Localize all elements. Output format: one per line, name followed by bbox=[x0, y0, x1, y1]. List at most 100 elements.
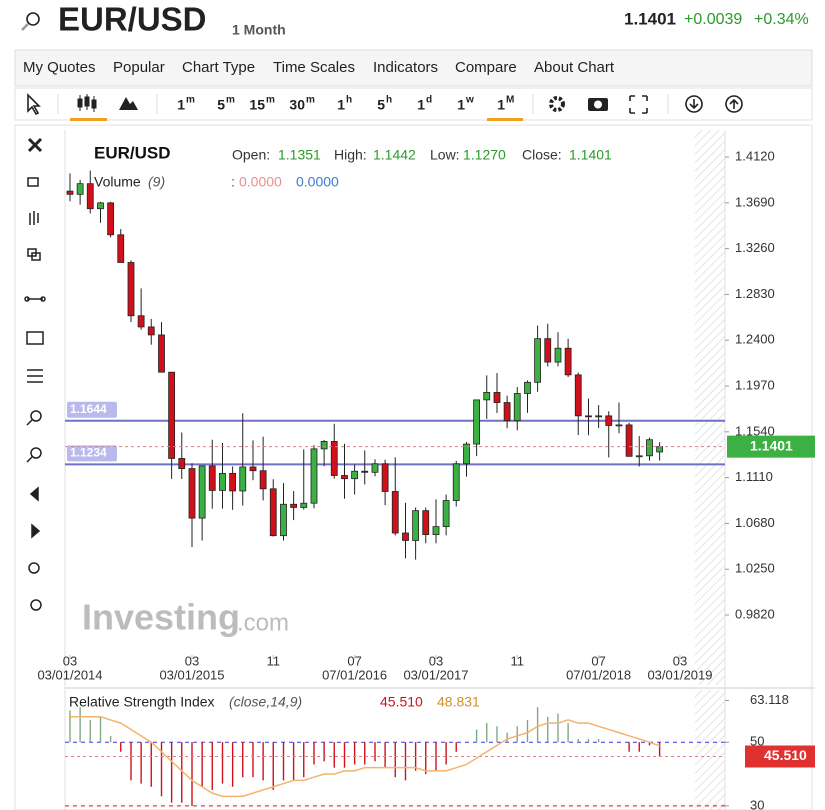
x-date-label: 03/01/2019 bbox=[647, 667, 712, 682]
menu-item[interactable]: Chart Type bbox=[182, 59, 255, 76]
y-tick-label: 0.9820 bbox=[735, 606, 775, 621]
fullscreen-icon[interactable] bbox=[629, 95, 648, 114]
timeframe-number: 5 bbox=[217, 97, 225, 113]
tool[interactable] bbox=[29, 211, 39, 225]
y-tick-label: 1.3260 bbox=[735, 240, 775, 255]
x-tick-label: 03 bbox=[429, 653, 443, 668]
toolbar-icons bbox=[27, 93, 743, 121]
tool[interactable] bbox=[28, 562, 40, 574]
tool[interactable] bbox=[27, 177, 39, 187]
menu: My Quotes Popular Chart Type Time Scales Ind… bbox=[23, 59, 615, 76]
candle-body bbox=[595, 415, 603, 418]
y-tick-label: 1.3690 bbox=[735, 194, 775, 209]
plot: 1.4120 1.3690 1.3260 1.2830 1.2400 1.1970 1.15… bbox=[37, 148, 815, 810]
candle-body bbox=[635, 455, 643, 458]
rsi-y-tick-label: 30 bbox=[750, 797, 764, 810]
candle-body bbox=[66, 190, 74, 195]
candle-body bbox=[381, 463, 389, 492]
candle-icon[interactable] bbox=[77, 94, 97, 112]
timeframe-unit: h bbox=[386, 95, 392, 106]
menu-item[interactable]: About Chart bbox=[534, 59, 615, 76]
rsi-y-tick-label: 50 bbox=[750, 734, 764, 749]
candle-body bbox=[585, 415, 592, 418]
rsi-badge-label: 45.510 bbox=[764, 747, 807, 763]
timeframe-number: 1 bbox=[337, 97, 345, 113]
last-price-badge bbox=[727, 435, 815, 458]
menu-item[interactable]: Compare bbox=[455, 59, 517, 76]
timeframe-number: 1 bbox=[177, 97, 185, 113]
download-icon[interactable] bbox=[685, 95, 703, 113]
menu-item[interactable]: My Quotes bbox=[23, 59, 96, 76]
candle-body bbox=[351, 470, 359, 480]
rsi-y-tick-label: 63.118 bbox=[750, 692, 789, 707]
legend-value: 1.1442 bbox=[373, 147, 416, 163]
candle-body bbox=[208, 465, 216, 491]
y-tick-label: 1.4120 bbox=[735, 148, 775, 163]
timeframe-button[interactable]: 15 m bbox=[249, 95, 275, 113]
area-icon[interactable] bbox=[119, 97, 138, 110]
candle-body bbox=[107, 202, 115, 236]
candle-body bbox=[534, 338, 542, 383]
search-icon[interactable] bbox=[26, 12, 40, 26]
timeframe-unit: w bbox=[465, 95, 474, 106]
menu-item[interactable]: Popular bbox=[113, 59, 165, 76]
timeframe-unit: d bbox=[426, 95, 432, 106]
future-area bbox=[695, 130, 725, 685]
y-tick-label: 1.0680 bbox=[735, 515, 775, 530]
tool[interactable] bbox=[30, 599, 42, 611]
zoom-in-tool[interactable] bbox=[30, 410, 42, 422]
legend-value: 1.1401 bbox=[569, 147, 612, 163]
menu-item[interactable]: Indicators bbox=[373, 59, 438, 76]
rsi-value: 45.510 bbox=[380, 694, 423, 710]
close-tool[interactable] bbox=[27, 137, 43, 153]
menu-item[interactable]: Time Scales bbox=[273, 59, 355, 76]
candle-body bbox=[574, 374, 582, 417]
legend-value: 1.1270 bbox=[463, 147, 506, 163]
timeframes: 1 m 5 m 15 m 30 m 1 h 5 h 1 d 1 w 1 M bbox=[177, 95, 514, 113]
menu-bar bbox=[14, 49, 813, 87]
candle-body bbox=[259, 470, 267, 490]
tool[interactable] bbox=[27, 369, 43, 383]
tool[interactable] bbox=[31, 523, 41, 539]
candle-body bbox=[432, 526, 440, 536]
timeframe-unit: m bbox=[186, 95, 195, 106]
upload-icon[interactable] bbox=[725, 95, 743, 113]
candle-body bbox=[219, 472, 226, 491]
chart-title: EUR/USD bbox=[94, 143, 171, 162]
candle-body bbox=[615, 424, 623, 427]
legend-name: High: bbox=[334, 147, 367, 163]
candle-body bbox=[97, 202, 104, 210]
candle-body bbox=[76, 183, 84, 195]
candle-body bbox=[605, 415, 613, 426]
candle-body bbox=[310, 448, 318, 504]
x-tick-label: 03 bbox=[185, 653, 199, 668]
x-tick-label: 07 bbox=[591, 653, 605, 668]
tool[interactable] bbox=[29, 486, 39, 502]
candle-body bbox=[320, 441, 328, 450]
x-date-label: 07/01/2016 bbox=[322, 667, 387, 682]
timeframe-unit: m bbox=[266, 95, 275, 106]
candle-body bbox=[402, 532, 409, 541]
y-tick-label: 1.2400 bbox=[735, 332, 775, 347]
candle-body bbox=[341, 475, 348, 480]
tool[interactable] bbox=[26, 331, 44, 345]
timeframe-number: 15 bbox=[249, 97, 265, 113]
y-tick-label: 1.0250 bbox=[735, 561, 775, 576]
volume-value: 0.0000 bbox=[239, 174, 282, 190]
future-area bbox=[695, 690, 725, 810]
legend-name: Open: bbox=[232, 147, 270, 163]
zoom-out-tool[interactable] bbox=[30, 447, 42, 459]
candle-body bbox=[422, 510, 430, 536]
timeframe-unit: h bbox=[346, 95, 352, 106]
cursor-icon[interactable] bbox=[27, 93, 41, 116]
candle-body bbox=[646, 439, 653, 457]
settings-icon[interactable] bbox=[549, 96, 565, 112]
timeframe-button[interactable]: 30 m bbox=[289, 95, 315, 113]
